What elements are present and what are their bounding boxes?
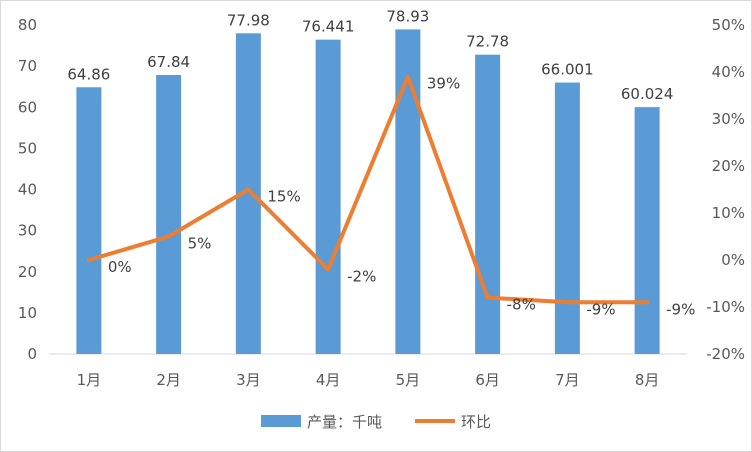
bar-data-label: 77.98	[227, 11, 270, 29]
line-data-label: 0%	[108, 258, 132, 276]
bar-data-label: 66.001	[541, 61, 594, 79]
bar	[634, 107, 660, 354]
line-point	[86, 258, 91, 262]
x-axis-tick-label: 8月	[635, 371, 660, 389]
left-axis-tick-label: 40	[18, 181, 37, 199]
line-point	[485, 295, 490, 300]
line-point	[565, 300, 570, 305]
right-axis-tick-label: 40%	[712, 63, 745, 81]
right-axis-tick-label: -20%	[706, 345, 745, 363]
line-data-label: -9%	[586, 300, 615, 318]
legend-bar-label: 产量：千吨	[307, 413, 382, 431]
bar	[156, 75, 182, 355]
line-data-label: -9%	[666, 300, 695, 318]
line-data-label: 39%	[427, 75, 460, 93]
line-data-label: -2%	[347, 267, 376, 285]
x-axis-ticks: 1月 2月 3月 4月 5月 6月 7月 8月	[77, 371, 660, 389]
left-axis-tick-label: 20	[18, 263, 37, 281]
left-axis-tick-label: 0	[27, 345, 37, 363]
bar	[395, 29, 421, 354]
bar	[315, 39, 341, 355]
left-axis-tick-label: 50	[18, 139, 37, 157]
line-data-labels: 0% 5% 15% -2% 39% -8% -9% -9%	[108, 75, 695, 319]
left-axis-tick-label: 80	[18, 16, 37, 34]
line-series	[86, 74, 650, 305]
bar-data-label: 60.024	[621, 85, 674, 103]
right-axis-tick-label: 0%	[721, 251, 745, 269]
line-path	[86, 74, 650, 305]
x-axis-tick-label: 4月	[316, 371, 341, 389]
line-point	[246, 187, 251, 192]
x-axis-tick-label: 1月	[77, 371, 102, 389]
right-axis-ticks: -20% -10% 0% 10% 20% 30% 40% 50%	[706, 16, 745, 363]
bar-data-label: 76.441	[302, 18, 355, 36]
bar-data-label: 64.86	[67, 65, 110, 83]
left-axis-tick-label: 10	[18, 304, 37, 322]
line-point	[405, 74, 410, 79]
right-axis-tick-label: 30%	[712, 110, 745, 128]
right-axis-tick-label: -10%	[706, 298, 745, 316]
x-axis-tick-label: 3月	[236, 371, 261, 389]
bar-data-labels: 64.86 67.84 77.98 76.441 78.93 72.78 66.001 60.…	[67, 7, 673, 103]
x-axis-tick-label: 5月	[396, 371, 421, 389]
bar	[76, 87, 102, 355]
left-axis-tick-label: 60	[18, 98, 37, 116]
right-axis-tick-label: 50%	[712, 16, 745, 34]
line-point	[645, 300, 650, 305]
bar	[554, 82, 580, 354]
x-axis-tick-label: 6月	[475, 371, 500, 389]
line-point	[326, 267, 331, 272]
line-data-label: -8%	[507, 296, 536, 314]
legend: 产量：千吨 环比	[261, 413, 491, 431]
x-axis-tick-label: 7月	[555, 371, 580, 389]
bar-data-label: 72.78	[466, 33, 509, 51]
bar-series	[76, 29, 660, 355]
legend-bar-swatch	[261, 415, 301, 427]
x-axis-tick-label: 2月	[156, 371, 181, 389]
line-data-label: 15%	[267, 188, 300, 206]
right-axis-tick-label: 20%	[712, 157, 745, 175]
left-axis-tick-label: 70	[18, 57, 37, 75]
left-axis-ticks: 0 10 20 30 40 50 60 70 80	[18, 16, 37, 363]
line-data-label: 5%	[188, 235, 212, 253]
line-point	[166, 234, 171, 239]
bar-data-label: 78.93	[386, 7, 429, 25]
left-axis-tick-label: 30	[18, 222, 37, 240]
legend-line-label: 环比	[461, 413, 491, 431]
bar	[475, 54, 501, 354]
bar-data-label: 67.84	[147, 53, 190, 71]
right-axis-tick-label: 10%	[712, 204, 745, 222]
